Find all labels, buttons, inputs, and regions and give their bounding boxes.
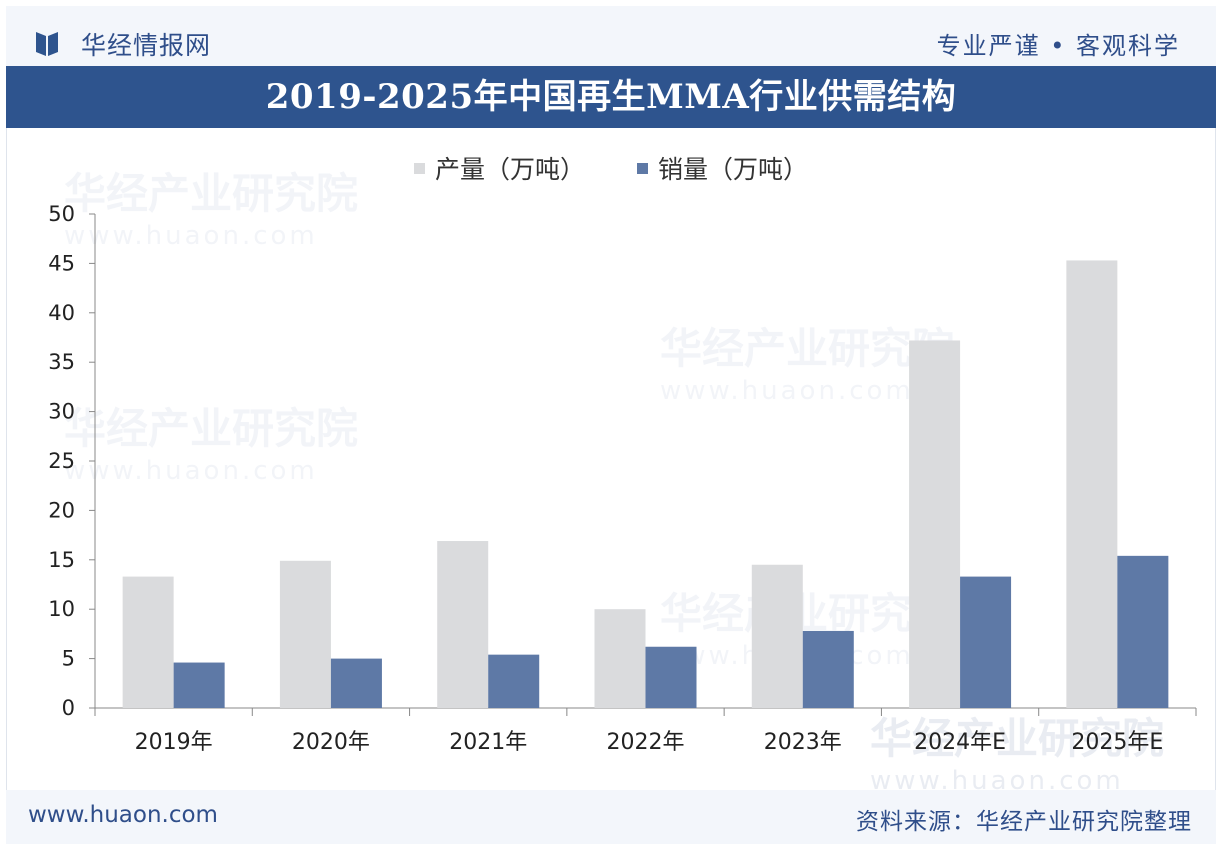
y-tick-label: 0 [62,696,75,720]
bar-production [122,576,174,708]
x-category-label: 2021年 [449,730,527,755]
y-tick-label: 30 [48,400,75,424]
x-category-label: 2024年E [914,730,1006,755]
bar-sales [802,630,854,708]
x-category-label: 2023年 [764,730,842,755]
bar-production [279,560,331,708]
y-tick-label: 35 [48,350,75,374]
bar-sales [960,576,1012,708]
bar-production [909,340,961,708]
slogan: 专业严谨 • 客观科学 [936,32,1180,60]
chart-title: 2019-2025年中国再生MMA行业供需结构 [265,77,957,117]
bar-sales [330,658,382,708]
bar-sales [1117,555,1169,708]
y-tick-label: 45 [48,251,75,275]
legend-label-production: 产量（万吨） [435,155,586,184]
y-tick-label: 10 [48,597,75,621]
y-tick-label: 25 [48,449,75,473]
bar-sales [173,662,225,708]
bar-sales [645,646,697,708]
legend-label-sales: 销量（万吨） [657,155,808,184]
footer: www.huaon.com 资料来源：华经产业研究院整理 [6,790,1216,844]
legend: 产量（万吨） 销量（万吨） [0,150,1222,186]
website-url: www.huaon.com [28,802,218,828]
x-category-label: 2025年E [1071,730,1163,755]
title-bar: 2019-2025年中国再生MMA行业供需结构 [6,66,1216,128]
y-tick-label: 50 [48,202,75,226]
x-category-label: 2022年 [607,730,685,755]
legend-item-production: 产量（万吨） [414,150,585,186]
bar-production [751,564,803,708]
legend-item-sales: 销量（万吨） [636,150,808,186]
legend-swatch-production [414,162,425,174]
huajing-logo-icon [36,32,58,56]
bar-sales [488,654,540,708]
y-tick-label: 20 [48,498,75,522]
legend-swatch-sales [636,162,648,174]
x-category-label: 2019年 [135,730,213,755]
bar-production [1066,260,1118,708]
header: 华经情报网 专业严谨 • 客观科学 [6,6,1216,66]
y-tick-label: 40 [48,301,75,325]
brand-name: 华经情报网 [81,31,212,60]
bar-production [594,609,646,708]
bar-production [437,541,489,708]
y-tick-label: 5 [62,647,75,671]
x-category-label: 2020年 [292,730,370,755]
data-source: 资料来源：华经产业研究院整理 [856,809,1192,835]
y-tick-label: 15 [48,548,75,572]
